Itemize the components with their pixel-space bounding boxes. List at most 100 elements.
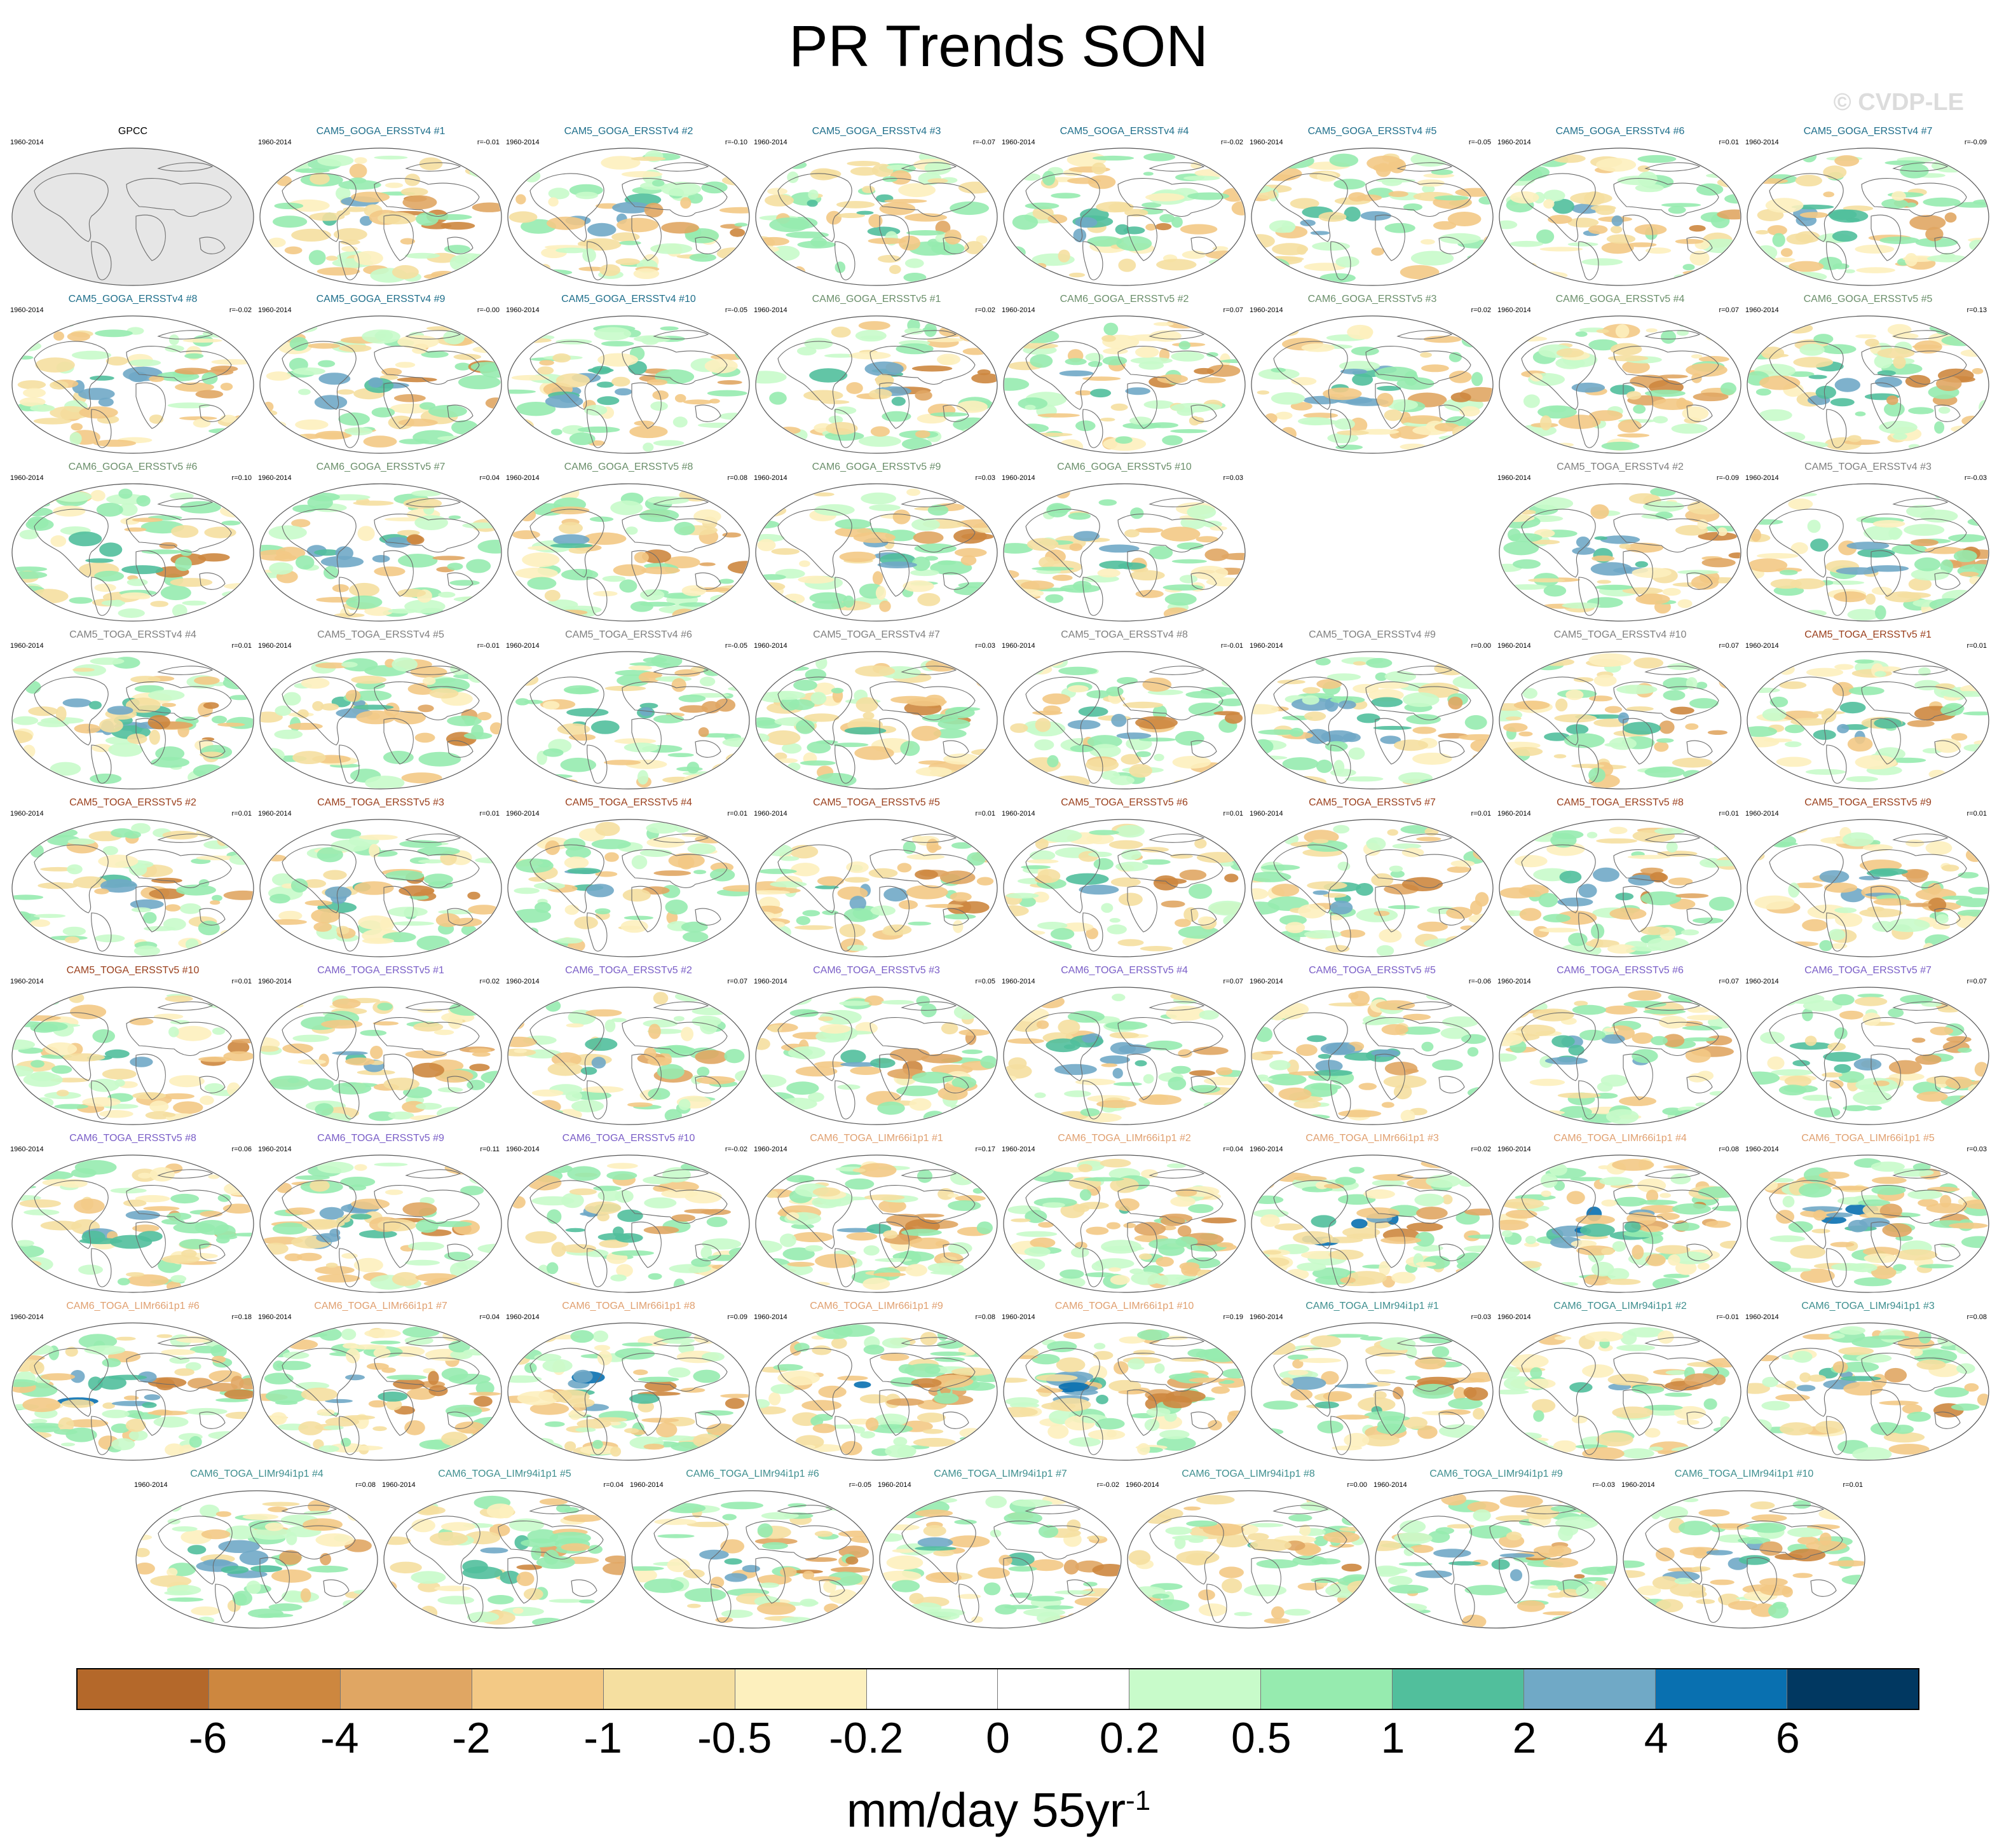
trend-blob [691, 1258, 711, 1267]
trend-blob [271, 873, 294, 886]
trend-blob [1589, 695, 1613, 702]
map-panel: CAM6_GOGA_ERSSTv5 #2 1960-2014 r=0.07 [1000, 292, 1248, 458]
trend-blob [1528, 578, 1565, 583]
trend-blob [1464, 1208, 1492, 1216]
trend-blob [1834, 664, 1854, 670]
trend-blob [142, 912, 157, 924]
trend-blob [653, 715, 685, 723]
trend-blob [1696, 439, 1727, 449]
trend-blob [1275, 1107, 1290, 1113]
trend-blob [1004, 378, 1030, 391]
coastline [901, 1001, 957, 1011]
map-panel: CAM5_TOGA_ERSSTv4 #3 1960-2014 r=-0.03 [1744, 460, 1992, 626]
trend-blob [1021, 173, 1041, 181]
trend-blob [1100, 418, 1115, 421]
coastline [653, 330, 709, 339]
trend-blob [1568, 1044, 1585, 1056]
trend-blob [1078, 1164, 1093, 1172]
coastline [91, 1080, 112, 1119]
trend-blob [1668, 877, 1693, 886]
coastline [282, 676, 357, 746]
trend-blob [288, 723, 323, 730]
panel-title: GPCC [118, 126, 148, 137]
trend-blob [1705, 1035, 1733, 1046]
trend-blob [1803, 1000, 1843, 1012]
trend-blob [1466, 420, 1487, 428]
trend-blob [900, 741, 920, 756]
trend-blob [1826, 1212, 1853, 1218]
trend-blob [13, 1113, 36, 1121]
coastline [695, 1076, 721, 1093]
trend-blob [1339, 929, 1366, 938]
coastline [199, 1411, 226, 1429]
trend-blob [1293, 1231, 1333, 1245]
trend-blob [1394, 739, 1428, 751]
trend-blob [904, 258, 924, 268]
trend-blob [13, 1431, 52, 1439]
trend-blob [1751, 178, 1789, 184]
trend-blob [1006, 496, 1037, 503]
coastline [1826, 577, 1847, 616]
trend-blob [432, 214, 472, 221]
trend-blob [1381, 1102, 1394, 1108]
trend-blob [1450, 860, 1475, 867]
trend-blob [13, 1103, 43, 1117]
trend-blob [1138, 1094, 1182, 1105]
trend-blob [1644, 766, 1685, 778]
trend-blob [1164, 592, 1197, 606]
trend-blob [477, 711, 492, 721]
trend-blob [1579, 1223, 1615, 1237]
trend-blob [720, 1099, 734, 1105]
trend-blob [303, 879, 327, 888]
coastline [1613, 346, 1719, 385]
coastline [1438, 908, 1465, 926]
trend-blob [1685, 723, 1699, 730]
coastline [1521, 844, 1596, 914]
trend-blob [336, 186, 351, 201]
trend-blob [925, 659, 959, 672]
trend-blob [899, 235, 920, 250]
trend-blob [1779, 570, 1798, 575]
coastline [34, 173, 109, 242]
trend-blob [1600, 535, 1640, 544]
coastline [1025, 509, 1100, 578]
trend-blob [1539, 247, 1583, 252]
coastline [1686, 1243, 1713, 1261]
trend-blob [261, 420, 287, 430]
panel-correlation: r=0.07 [727, 978, 748, 985]
trend-blob [289, 337, 309, 351]
coastline [777, 844, 852, 914]
trend-blob [1075, 217, 1098, 228]
trend-blob [261, 711, 283, 723]
trend-blob [1606, 234, 1636, 244]
panel-title: CAM5_TOGA_ERSSTv4 #9 [1309, 629, 1436, 640]
trend-blob [509, 338, 552, 343]
trend-blob [1909, 215, 1946, 231]
coastline [943, 740, 969, 758]
trend-blob [590, 720, 620, 734]
trend-blob [22, 1397, 61, 1413]
trend-blob [897, 863, 912, 873]
trend-blob [1223, 765, 1244, 770]
coastline [1330, 744, 1351, 784]
trend-blob [227, 327, 253, 331]
trend-blob [1653, 416, 1668, 423]
trend-blob [699, 562, 716, 566]
trend-blob [526, 161, 543, 167]
trend-blob [1722, 662, 1740, 668]
trend-blob [522, 1114, 566, 1121]
trend-blob [13, 571, 48, 579]
trend-blob [1252, 872, 1292, 882]
panel-years: 1960-2014 [1002, 474, 1035, 482]
trend-blob [94, 584, 116, 592]
trend-blob [569, 1188, 597, 1195]
trend-blob [1018, 896, 1036, 907]
trend-blob [1799, 343, 1825, 356]
trend-blob [374, 1162, 408, 1167]
trend-blob [1286, 1059, 1299, 1074]
trend-blob [1087, 175, 1116, 189]
trend-blob [13, 945, 42, 951]
coastline [447, 908, 474, 926]
trend-blob [1576, 537, 1590, 548]
trend-blob [898, 183, 936, 198]
